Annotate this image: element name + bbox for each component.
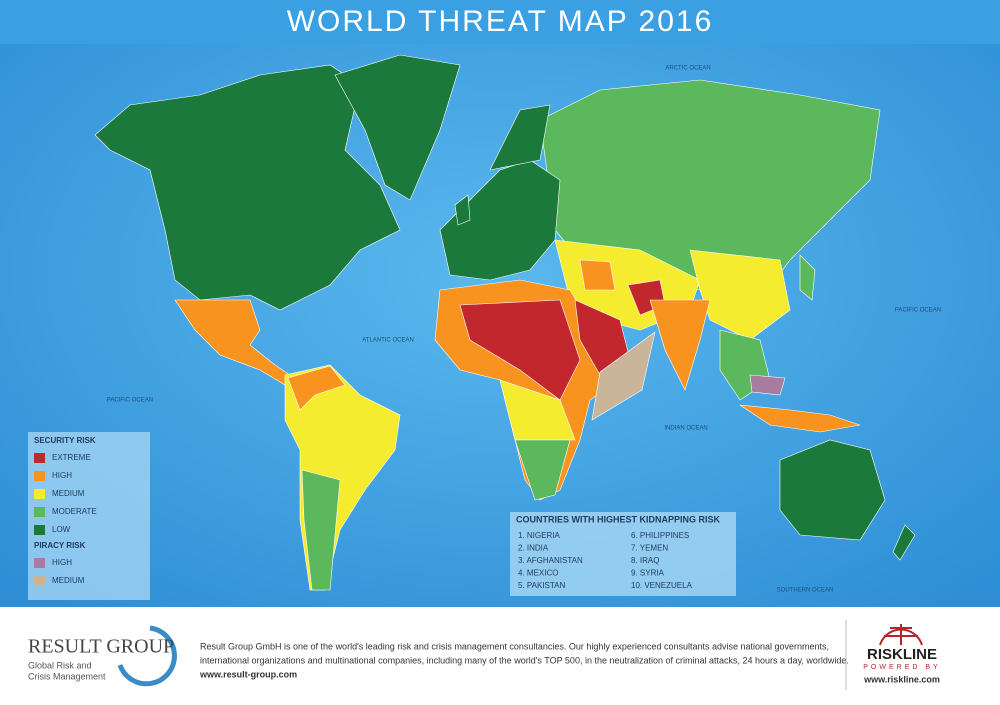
ocean-label: PACIFIC OCEAN: [107, 398, 153, 404]
ocean-label: INDIAN OCEAN: [664, 426, 707, 432]
kidnapping-item: 7. YEMEN: [631, 544, 668, 553]
legend-label: EXTREME: [52, 453, 91, 462]
ocean-label: ATLANTIC OCEAN: [362, 338, 414, 344]
tagline: Crisis Management: [28, 671, 106, 681]
kidnapping-box: [510, 512, 736, 596]
kidnapping-item: 1. NIGERIA: [518, 531, 560, 540]
kidnapping-item: 3. AFGHANISTAN: [518, 556, 583, 565]
legend-swatch: [34, 576, 45, 586]
kidnapping-item: 6. PHILIPPINES: [631, 531, 689, 540]
riskline-powered: POWERED BY: [863, 664, 940, 671]
legend-swatch: [34, 489, 45, 499]
legend-swatch: [34, 525, 45, 535]
legend-title: SECURITY RISK: [34, 436, 96, 445]
ocean-label: SOUTHERN OCEAN: [777, 588, 834, 594]
kidnapping-title: COUNTRIES WITH HIGHEST KIDNAPPING RISK: [516, 514, 721, 524]
title: WORLD THREAT MAP 2016: [287, 5, 714, 38]
legend-label: HIGH: [52, 558, 72, 567]
title-band: [0, 0, 1000, 44]
ocean-labels: ARCTIC OCEAN ATLANTIC OCEAN PACIFIC OCEA…: [107, 66, 941, 594]
legend-swatch: [34, 558, 45, 568]
riskline-brand: RISKLINE: [867, 646, 937, 663]
kidnapping-item: 5. PAKISTAN: [518, 581, 565, 590]
footer-text: international organizations and multinat…: [200, 655, 849, 665]
brand: RESULT GROUP: [28, 636, 174, 658]
tagline: Global Risk and: [28, 660, 92, 670]
legend-swatch: [34, 471, 45, 481]
land: [94, 54, 916, 591]
legend-swatch: [34, 507, 45, 517]
kidnapping-item: 8. IRAQ: [631, 556, 659, 565]
legend-label: HIGH: [52, 471, 72, 480]
ocean-label: ARCTIC OCEAN: [665, 66, 710, 72]
legend-label: MEDIUM: [52, 576, 85, 585]
ocean-label: PACIFIC OCEAN: [895, 308, 941, 314]
footer-url: www.result-group.com: [199, 669, 297, 679]
footer-text: Result Group GmbH is one of the world's …: [200, 641, 829, 651]
kidnapping-list: 1. NIGERIA 2. INDIA 3. AFGHANISTAN 4. MEXIC…: [518, 531, 693, 590]
footer: [0, 607, 1000, 700]
legend-swatch: [34, 453, 45, 463]
legend-label: LOW: [52, 525, 71, 534]
legend-box: [28, 432, 150, 600]
legend-label: MEDIUM: [52, 489, 85, 498]
legend-label: MODERATE: [52, 507, 97, 516]
kidnapping-item: 2. INDIA: [518, 544, 549, 553]
kidnapping-item: 10. VENEZUELA: [631, 581, 693, 590]
riskline-url: www.riskline.com: [863, 674, 940, 684]
riskline-globe: [879, 624, 923, 646]
kidnapping-item: 4. MEXICO: [518, 569, 558, 578]
kidnapping-item: 9. SYRIA: [631, 569, 665, 578]
legend: SECURITY RISK EXTREME HIGH MEDIUM MODERATE LO…: [34, 436, 97, 586]
logo-swoosh: [117, 625, 177, 687]
legend-title: PIRACY RISK: [34, 541, 86, 550]
